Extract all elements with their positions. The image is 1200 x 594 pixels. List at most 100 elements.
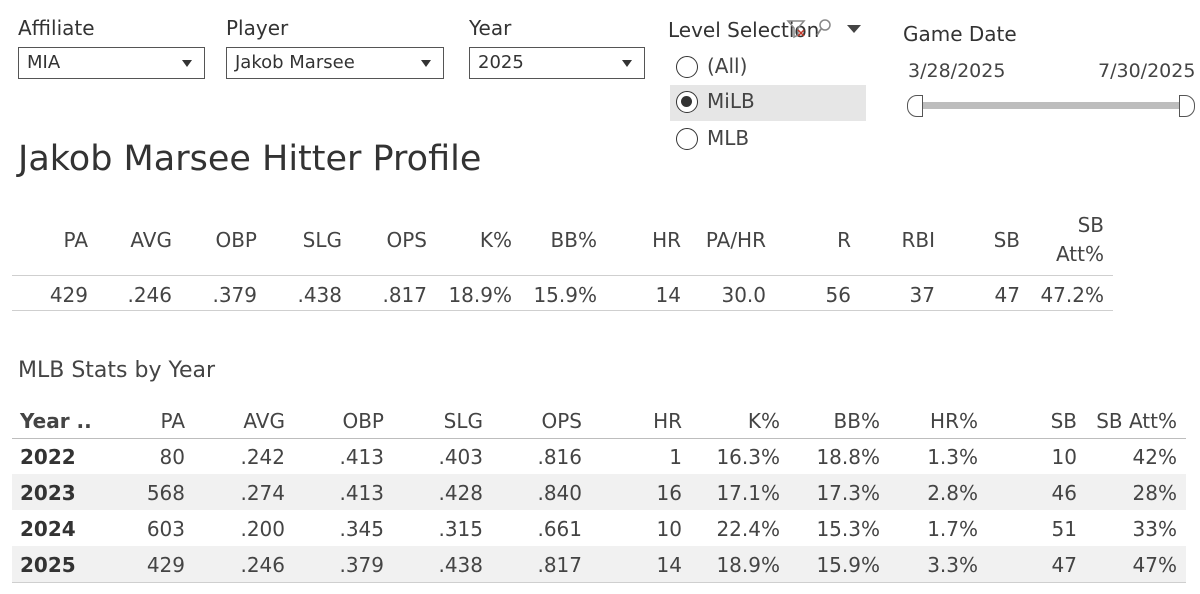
chevron-down-icon bbox=[182, 60, 192, 67]
profile-bottom-divider bbox=[12, 310, 1113, 311]
mlb-cell-bb-pct: 15.3% bbox=[816, 517, 880, 541]
mlb-header-year[interactable]: Year .. bbox=[20, 409, 92, 433]
level-option-label: MLB bbox=[707, 126, 750, 150]
profile-header-sb: SB bbox=[993, 228, 1020, 252]
profile-header-rbi: RBI bbox=[901, 228, 935, 252]
mlb-cell-k-pct: 16.3% bbox=[716, 445, 780, 469]
mlb-cell-avg: .246 bbox=[240, 553, 285, 577]
radio-icon bbox=[676, 128, 698, 150]
year-value: 2025 bbox=[478, 52, 524, 73]
mlb-cell-avg: .242 bbox=[240, 445, 285, 469]
mlb-cell-obp: .413 bbox=[339, 445, 384, 469]
table-row-band bbox=[12, 546, 1186, 582]
level-option-milb[interactable]: MiLB bbox=[670, 85, 866, 121]
game-date-label: Game Date bbox=[903, 22, 1017, 46]
mlb-cell-obp: .345 bbox=[339, 517, 384, 541]
mlb-cell-year: 2025 bbox=[20, 553, 76, 577]
profile-header-r: R bbox=[837, 228, 851, 252]
mlb-cell-sb-att: 47% bbox=[1132, 553, 1177, 577]
year-dropdown[interactable]: 2025 bbox=[469, 47, 645, 79]
profile-header-pa: PA bbox=[63, 228, 88, 252]
level-option-all[interactable]: (All) bbox=[670, 50, 866, 86]
mlb-cell-ops: .840 bbox=[537, 481, 582, 505]
mlb-cell-ops: .817 bbox=[537, 553, 582, 577]
profile-value-pa-hr: 30.0 bbox=[721, 283, 766, 307]
game-date-start: 3/28/2025 bbox=[908, 60, 1006, 82]
mlb-cell-hr-pct: 1.7% bbox=[927, 517, 978, 541]
mlb-cell-k-pct: 17.1% bbox=[716, 481, 780, 505]
mlb-cell-hr: 16 bbox=[656, 481, 682, 505]
mlb-header-k-pct: K% bbox=[747, 409, 780, 433]
player-label: Player bbox=[226, 16, 289, 40]
mlb-header-ops: OPS bbox=[541, 409, 583, 433]
profile-value-rbi: 37 bbox=[909, 283, 935, 307]
mlb-header-sb: SB bbox=[1050, 409, 1077, 433]
profile-header-sb-att-line1: SB bbox=[1077, 213, 1104, 237]
affiliate-dropdown[interactable]: MIA bbox=[18, 47, 205, 79]
mlb-cell-hr-pct: 2.8% bbox=[927, 481, 978, 505]
profile-value-avg: .246 bbox=[127, 283, 172, 307]
mlb-header-sb-att: SB Att% bbox=[1096, 409, 1177, 433]
player-value: Jakob Marsee bbox=[235, 52, 355, 73]
level-option-label: MiLB bbox=[707, 89, 755, 113]
mlb-cell-slg: .438 bbox=[438, 553, 483, 577]
date-range-start-handle[interactable] bbox=[907, 95, 923, 117]
profile-header-divider bbox=[12, 275, 1113, 276]
mlb-bottom-divider bbox=[12, 582, 1186, 583]
mlb-cell-pa: 429 bbox=[146, 553, 185, 577]
profile-header-avg: AVG bbox=[130, 228, 172, 252]
mlb-cell-year: 2023 bbox=[20, 481, 76, 505]
mlb-header-avg: AVG bbox=[243, 409, 285, 433]
mlb-header-bb-pct: BB% bbox=[833, 409, 880, 433]
profile-value-k-pct: 18.9% bbox=[448, 283, 512, 307]
mlb-cell-sb: 47 bbox=[1051, 553, 1077, 577]
mlb-header-obp: OBP bbox=[342, 409, 384, 433]
chevron-down-icon bbox=[421, 60, 431, 67]
profile-value-sb-att: 47.2% bbox=[1040, 283, 1104, 307]
filter-clear-icon[interactable] bbox=[786, 18, 836, 40]
mlb-cell-pa: 80 bbox=[159, 445, 185, 469]
radio-icon bbox=[676, 56, 698, 78]
mlb-cell-year: 2022 bbox=[20, 445, 76, 469]
mlb-stats-title: MLB Stats by Year bbox=[18, 358, 216, 383]
mlb-cell-hr: 1 bbox=[669, 445, 682, 469]
mlb-header-pa: PA bbox=[160, 409, 185, 433]
profile-header-bb-pct: BB% bbox=[550, 228, 597, 252]
mlb-cell-k-pct: 22.4% bbox=[716, 517, 780, 541]
mlb-cell-avg: .200 bbox=[240, 517, 285, 541]
mlb-cell-bb-pct: 17.3% bbox=[816, 481, 880, 505]
profile-value-r: 56 bbox=[825, 283, 851, 307]
profile-header-pa-hr: PA/HR bbox=[705, 228, 766, 252]
profile-title: Jakob Marsee Hitter Profile bbox=[18, 139, 482, 179]
mlb-cell-hr: 14 bbox=[656, 553, 682, 577]
profile-header-k-pct: K% bbox=[479, 228, 512, 252]
mlb-cell-slg: .403 bbox=[438, 445, 483, 469]
profile-value-bb-pct: 15.9% bbox=[533, 283, 597, 307]
profile-header-ops: OPS bbox=[386, 228, 428, 252]
level-option-mlb[interactable]: MLB bbox=[670, 122, 866, 158]
mlb-header-divider bbox=[12, 438, 1186, 439]
profile-header-obp: OBP bbox=[215, 228, 257, 252]
level-option-label: (All) bbox=[707, 54, 748, 78]
mlb-cell-sb-att: 28% bbox=[1132, 481, 1177, 505]
profile-value-sb: 47 bbox=[994, 283, 1020, 307]
mlb-cell-avg: .274 bbox=[240, 481, 285, 505]
date-range-end-handle[interactable] bbox=[1179, 95, 1195, 117]
mlb-cell-sb: 10 bbox=[1051, 445, 1077, 469]
mlb-cell-bb-pct: 18.8% bbox=[816, 445, 880, 469]
mlb-cell-obp: .379 bbox=[339, 553, 384, 577]
chevron-down-icon bbox=[622, 60, 632, 67]
mlb-cell-obp: .413 bbox=[339, 481, 384, 505]
mlb-cell-ops: .816 bbox=[537, 445, 582, 469]
player-dropdown[interactable]: Jakob Marsee bbox=[226, 47, 444, 79]
profile-value-hr: 14 bbox=[655, 283, 681, 307]
mlb-cell-slg: .428 bbox=[438, 481, 483, 505]
profile-header-sb-att-line2: Att% bbox=[1055, 242, 1104, 266]
profile-value-slg: .438 bbox=[297, 283, 342, 307]
mlb-cell-year: 2024 bbox=[20, 517, 76, 541]
level-menu-chevron-icon[interactable] bbox=[846, 24, 862, 34]
profile-header-slg: SLG bbox=[302, 228, 342, 252]
game-date-end: 7/30/2025 bbox=[1098, 60, 1196, 82]
mlb-header-hr: HR bbox=[653, 409, 682, 433]
date-range-track[interactable] bbox=[916, 102, 1184, 109]
